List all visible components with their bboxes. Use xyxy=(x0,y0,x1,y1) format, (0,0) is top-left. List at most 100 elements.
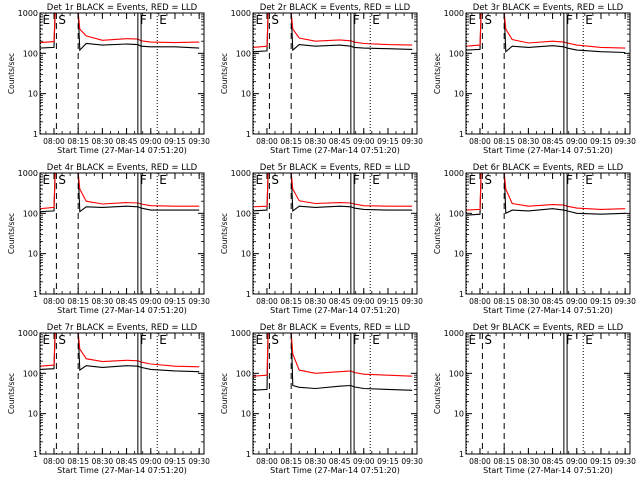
x-tick-label: 08:45 xyxy=(542,457,564,466)
time-marker-label: F xyxy=(140,13,147,27)
y-tick-label: 10 xyxy=(454,250,464,259)
x-tick-label: 09:15 xyxy=(590,297,612,306)
series-line-events xyxy=(40,173,200,213)
x-tick-label: 08:15 xyxy=(280,457,302,466)
x-tick-label: 09:30 xyxy=(614,137,636,146)
time-marker-label: S xyxy=(58,13,66,27)
y-axis-label: Counts/sec xyxy=(7,213,16,254)
time-marker-label: F xyxy=(353,13,360,27)
y-axis-label: Counts/sec xyxy=(220,213,229,254)
y-axis-label: Counts/sec xyxy=(220,373,229,414)
y-tick-label: 100 xyxy=(23,209,38,218)
x-tick-label: 09:15 xyxy=(377,137,399,146)
x-tick-label: 09:30 xyxy=(401,137,423,146)
x-axis-label: Start Time (27-Mar-14 07:51:20) xyxy=(57,466,187,475)
x-tick-label: 09:30 xyxy=(188,137,210,146)
time-marker-label: F xyxy=(566,13,573,27)
series-line-events xyxy=(466,173,626,216)
series-line-events xyxy=(253,13,413,53)
y-tick-label: 10 xyxy=(28,250,38,259)
time-marker-label: E xyxy=(372,333,380,347)
series-line-events xyxy=(253,173,413,212)
plot-frame xyxy=(465,12,631,135)
x-tick-label: 08:00 xyxy=(256,137,278,146)
time-marker-label: S xyxy=(271,173,279,187)
panel-title: Det 5r BLACK = Events, RED = LLD xyxy=(260,163,411,173)
x-axis-label: Start Time (27-Mar-14 07:51:20) xyxy=(483,306,613,315)
y-tick-label: 10 xyxy=(28,410,38,419)
series-group xyxy=(253,13,413,53)
time-marker-label: E xyxy=(159,173,167,187)
y-tick-label: 1 xyxy=(459,130,464,139)
plot-frame xyxy=(39,172,205,295)
x-tick-label: 09:30 xyxy=(614,457,636,466)
time-marker-label: F xyxy=(566,173,573,187)
x-tick-label: 09:00 xyxy=(140,457,162,466)
series-group xyxy=(40,173,200,213)
time-marker-label: E xyxy=(256,173,264,187)
y-tick-label: 100 xyxy=(23,369,38,378)
y-axis-label: Counts/sec xyxy=(433,53,442,94)
y-tick-label: 100 xyxy=(236,49,251,58)
x-tick-label: 08:30 xyxy=(305,137,327,146)
panel-title: Det 3r BLACK = Events, RED = LLD xyxy=(473,3,624,13)
series-group xyxy=(466,13,626,54)
time-marker-label: E xyxy=(372,13,380,27)
time-marker-label: E xyxy=(159,333,167,347)
plot-frame xyxy=(252,332,418,455)
time-marker-label: E xyxy=(256,333,264,347)
x-tick-label: 08:15 xyxy=(493,297,515,306)
time-marker-label: F xyxy=(140,173,147,187)
x-tick-label: 08:15 xyxy=(67,137,89,146)
x-tick-label: 08:30 xyxy=(518,297,540,306)
x-tick-label: 09:15 xyxy=(377,297,399,306)
y-tick-label: 1000 xyxy=(444,9,464,18)
y-tick-label: 1 xyxy=(33,450,38,459)
time-marker-label: S xyxy=(271,13,279,27)
y-axis-label: Counts/sec xyxy=(433,373,442,414)
panel-title: Det 8r BLACK = Events, RED = LLD xyxy=(260,323,411,333)
x-tick-label: 09:30 xyxy=(401,457,423,466)
y-tick-label: 1 xyxy=(246,450,251,459)
x-tick-label: 08:15 xyxy=(67,457,89,466)
y-tick-label: 1 xyxy=(246,130,251,139)
x-tick-label: 09:00 xyxy=(140,137,162,146)
time-marker-label: S xyxy=(484,13,492,27)
time-marker-label: E xyxy=(43,333,51,347)
x-tick-label: 08:00 xyxy=(469,297,491,306)
time-marker-label: S xyxy=(484,333,492,347)
time-marker-label: E xyxy=(159,13,167,27)
time-marker-label: S xyxy=(271,333,279,347)
x-tick-label: 09:15 xyxy=(377,457,399,466)
x-tick-label: 09:00 xyxy=(566,297,588,306)
time-marker-label: S xyxy=(484,173,492,187)
y-tick-label: 1000 xyxy=(18,9,38,18)
x-tick-label: 08:00 xyxy=(469,137,491,146)
x-tick-label: 08:45 xyxy=(116,297,138,306)
x-tick-label: 08:30 xyxy=(305,457,327,466)
panel-title: Det 4r BLACK = Events, RED = LLD xyxy=(47,163,198,173)
x-tick-label: 09:00 xyxy=(353,297,375,306)
series-line-lld xyxy=(466,173,626,211)
x-tick-label: 08:30 xyxy=(92,137,114,146)
x-tick-label: 09:00 xyxy=(353,137,375,146)
time-marker-label: S xyxy=(58,333,66,347)
y-tick-label: 1000 xyxy=(18,169,38,178)
y-tick-label: 100 xyxy=(236,209,251,218)
plot-frame xyxy=(39,12,205,135)
y-tick-label: 100 xyxy=(449,369,464,378)
x-tick-label: 08:45 xyxy=(329,457,351,466)
y-tick-label: 10 xyxy=(454,410,464,419)
x-tick-label: 08:30 xyxy=(518,137,540,146)
x-tick-label: 08:00 xyxy=(256,457,278,466)
y-tick-label: 10 xyxy=(241,410,251,419)
x-tick-label: 09:00 xyxy=(140,297,162,306)
time-marker-label: E xyxy=(256,13,264,27)
time-marker-label: E xyxy=(585,333,593,347)
time-marker-label: E xyxy=(43,173,51,187)
